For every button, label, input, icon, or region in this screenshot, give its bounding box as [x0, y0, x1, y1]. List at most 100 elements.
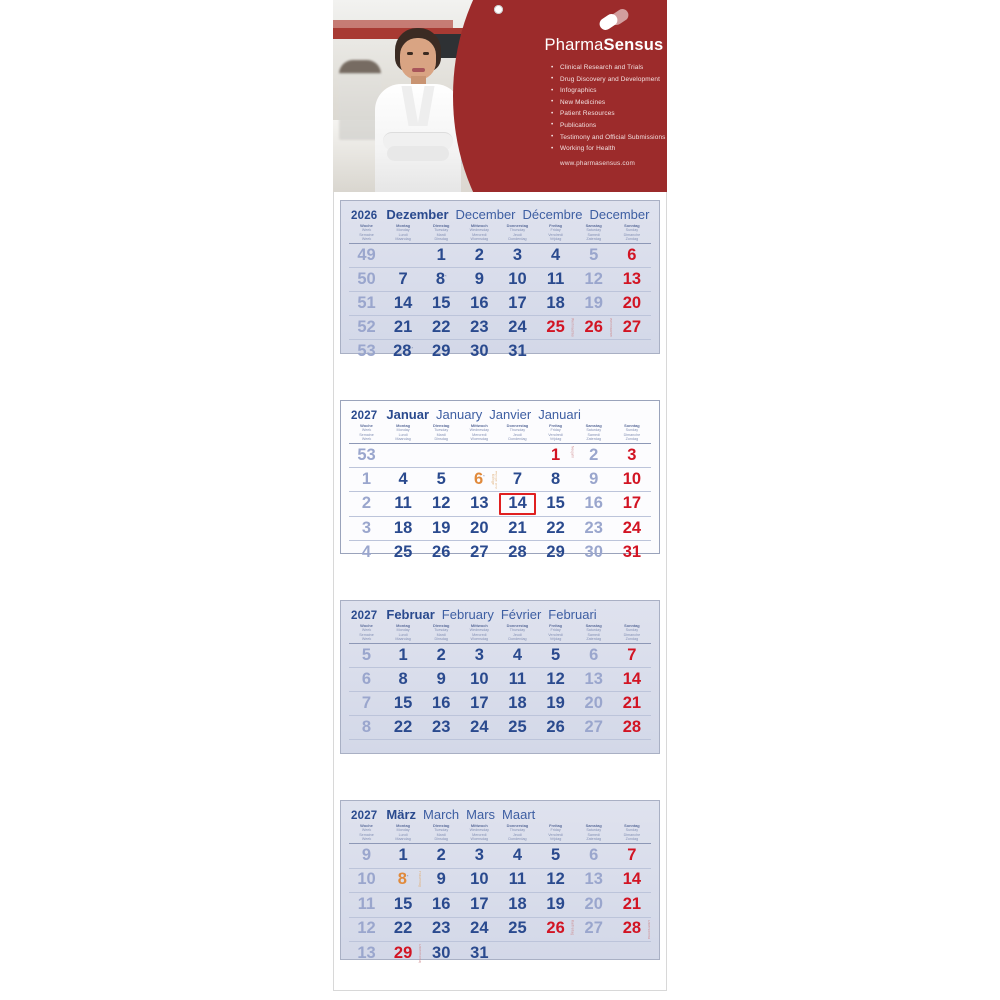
day-cell[interactable]: 15 — [422, 291, 461, 317]
day-cell[interactable]: 28* — [384, 340, 422, 364]
day-cell[interactable]: 20 — [612, 291, 651, 317]
day-cell[interactable]: 7 — [612, 643, 651, 669]
day-cell[interactable]: 1 — [422, 243, 461, 269]
day-cell[interactable]: 20 — [574, 892, 613, 918]
day-cell[interactable]: 17 — [612, 491, 651, 518]
day-cell[interactable]: 29 — [537, 541, 575, 565]
day-cell[interactable]: 11 — [498, 868, 537, 894]
day-cell[interactable]: 29 Ostermontag — [384, 942, 422, 966]
day-cell[interactable]: 3 — [460, 643, 499, 669]
website-url[interactable]: www.pharmasensus.com — [560, 160, 636, 167]
day-cell[interactable]: 7 — [612, 843, 651, 869]
day-cell[interactable]: 30 — [460, 340, 498, 364]
day-cell[interactable]: 3 — [498, 243, 537, 269]
day-cell[interactable]: 13 — [574, 868, 613, 894]
day-cell[interactable]: 13 — [574, 667, 613, 693]
day-cell[interactable]: 12 — [536, 868, 575, 894]
day-cell[interactable]: 14 — [612, 868, 651, 894]
day-cell[interactable]: 28 — [498, 541, 536, 565]
day-cell[interactable]: 19 — [422, 516, 461, 542]
day-cell[interactable]: 10 — [460, 868, 499, 894]
day-cell[interactable]: 12 — [536, 667, 575, 693]
day-cell[interactable]: 9 — [460, 267, 499, 293]
day-cell[interactable]: 26 — [422, 541, 460, 565]
day-cell[interactable]: 7 — [498, 467, 537, 493]
day-cell[interactable]: 18 — [536, 291, 575, 317]
day-cell[interactable]: 20 — [574, 691, 613, 717]
day-cell[interactable]: 21 — [612, 691, 651, 717]
day-cell[interactable]: 17 — [460, 691, 499, 717]
day-cell[interactable]: 19 — [574, 291, 613, 317]
day-cell[interactable]: 1 — [384, 643, 423, 669]
day-cell[interactable]: 9 — [574, 467, 613, 493]
day-cell[interactable]: 22 — [422, 315, 461, 341]
day-cell[interactable]: 2 — [422, 843, 461, 869]
day-cell[interactable]: 6 — [574, 643, 613, 669]
day-cell[interactable]: 14 — [498, 491, 537, 518]
day-cell[interactable]: 23 — [574, 516, 613, 542]
day-cell[interactable]: 13 — [460, 491, 499, 518]
day-cell[interactable]: 25 Weihnachten — [536, 315, 575, 341]
day-cell[interactable]: 4 — [384, 467, 423, 493]
day-cell[interactable]: 5 — [536, 843, 575, 869]
day-cell[interactable]: 21 — [612, 892, 651, 918]
day-cell[interactable]: 2 — [460, 243, 499, 269]
day-cell[interactable]: 17 — [498, 291, 537, 317]
day-cell[interactable]: 15 — [536, 491, 575, 518]
day-cell[interactable]: 31 — [460, 942, 498, 966]
day-cell[interactable]: 19 — [536, 892, 575, 918]
day-cell[interactable]: 3 — [612, 443, 651, 469]
day-cell[interactable]: 8 — [536, 467, 575, 493]
day-cell[interactable]: 16 — [574, 491, 613, 518]
day-cell[interactable]: 28 Ostersonntag — [612, 917, 651, 943]
day-cell[interactable]: 22 — [536, 516, 575, 542]
day-cell[interactable]: 8* Frauentag — [384, 868, 423, 894]
day-cell[interactable]: 8 — [384, 667, 423, 693]
day-cell[interactable]: 29 — [422, 340, 460, 364]
day-cell[interactable]: 18 — [498, 892, 537, 918]
day-cell[interactable]: 9 — [422, 868, 461, 894]
day-cell[interactable]: 1 — [384, 843, 423, 869]
day-cell[interactable]: 11 — [498, 667, 537, 693]
day-cell[interactable]: 22 — [384, 715, 423, 741]
day-cell[interactable]: 22 — [384, 917, 423, 943]
day-cell[interactable]: 30 — [575, 541, 613, 565]
day-cell[interactable]: 18 — [384, 516, 423, 542]
day-cell[interactable]: 3 — [460, 843, 499, 869]
day-cell[interactable]: 4 — [536, 243, 575, 269]
day-cell[interactable]: 9 — [422, 667, 461, 693]
day-cell[interactable]: 31 — [613, 541, 651, 565]
day-cell[interactable]: 5 — [574, 243, 613, 269]
day-cell[interactable]: 25 — [498, 917, 537, 943]
day-cell[interactable]: 7 — [384, 267, 423, 293]
day-cell[interactable]: 10 — [612, 467, 651, 493]
day-cell[interactable]: 21 — [384, 315, 423, 341]
day-cell[interactable]: 23 — [460, 315, 499, 341]
day-cell[interactable]: 31 — [498, 340, 536, 364]
day-cell[interactable]: 21 — [498, 516, 537, 542]
day-cell[interactable]: 2 — [574, 443, 613, 469]
day-cell[interactable]: 16 — [422, 892, 461, 918]
day-cell[interactable]: 26 — [536, 715, 575, 741]
day-cell[interactable]: 19 — [536, 691, 575, 717]
day-cell[interactable]: 6 — [612, 243, 651, 269]
day-cell[interactable]: 11 — [384, 491, 423, 518]
day-cell[interactable]: 24 — [460, 917, 499, 943]
day-cell[interactable]: 15 — [384, 691, 423, 717]
day-cell[interactable]: 4 — [498, 843, 537, 869]
day-cell[interactable]: 18 — [498, 691, 537, 717]
day-cell[interactable]: 10 — [498, 267, 537, 293]
day-cell[interactable]: 15 — [384, 892, 423, 918]
day-cell[interactable]: 10 — [460, 667, 499, 693]
day-cell[interactable]: 13 — [612, 267, 651, 293]
day-cell[interactable]: 2 — [422, 643, 461, 669]
day-cell[interactable]: 27 — [574, 715, 613, 741]
day-cell[interactable]: 11 — [536, 267, 575, 293]
day-cell[interactable]: 5 — [536, 643, 575, 669]
day-cell[interactable]: 17 — [460, 892, 499, 918]
day-cell[interactable]: 25 — [384, 541, 422, 565]
day-cell[interactable]: 26 Weihnachten — [574, 315, 613, 341]
day-cell[interactable]: 8* — [422, 267, 461, 293]
day-cell[interactable]: 16 — [460, 291, 499, 317]
day-cell[interactable]: 6* Heilige Drei Könige — [460, 467, 499, 493]
